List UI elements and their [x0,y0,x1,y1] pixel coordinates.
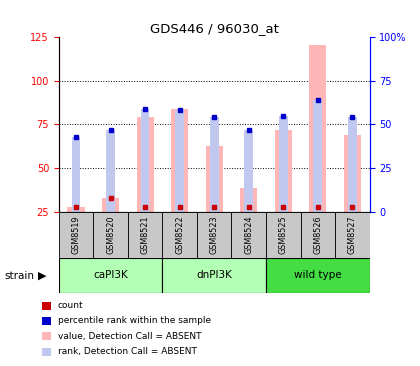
Text: GSM8520: GSM8520 [106,216,115,254]
FancyBboxPatch shape [197,212,231,258]
Bar [205,146,223,212]
Text: dnPI3K: dnPI3K [196,270,232,280]
Text: GSM8525: GSM8525 [279,216,288,254]
Bar [68,207,85,212]
Text: ▶: ▶ [38,270,46,281]
Bar [176,111,184,212]
Text: GSM8521: GSM8521 [141,216,150,254]
Text: value, Detection Call = ABSENT: value, Detection Call = ABSENT [58,332,201,341]
Bar [210,117,218,212]
Text: rank, Detection Call = ABSENT: rank, Detection Call = ABSENT [58,347,197,356]
Bar [102,198,119,212]
Bar [141,109,150,212]
Text: wild type: wild type [294,270,341,280]
Bar [244,130,253,212]
FancyBboxPatch shape [301,212,335,258]
Text: GSM8522: GSM8522 [175,216,184,254]
FancyBboxPatch shape [59,258,163,293]
FancyBboxPatch shape [128,212,163,258]
Text: GSM8523: GSM8523 [210,216,219,254]
Text: count: count [58,301,83,310]
FancyBboxPatch shape [231,212,266,258]
Bar [275,130,292,212]
Title: GDS446 / 96030_at: GDS446 / 96030_at [150,22,278,36]
Text: GSM8526: GSM8526 [313,216,322,254]
Bar [106,130,115,212]
Bar [344,135,361,212]
FancyBboxPatch shape [163,212,197,258]
FancyBboxPatch shape [163,258,266,293]
Text: GSM8519: GSM8519 [71,216,81,254]
Text: GSM8524: GSM8524 [244,216,253,254]
Text: strain: strain [4,270,34,281]
Text: caPI3K: caPI3K [93,270,128,280]
FancyBboxPatch shape [93,212,128,258]
FancyBboxPatch shape [266,258,370,293]
FancyBboxPatch shape [266,212,301,258]
Bar [136,117,154,212]
Bar [240,188,257,212]
FancyBboxPatch shape [59,212,93,258]
Bar [171,109,188,212]
Bar [309,45,326,212]
Text: percentile rank within the sample: percentile rank within the sample [58,317,211,325]
Bar [348,117,357,212]
Text: GSM8527: GSM8527 [348,216,357,254]
FancyBboxPatch shape [335,212,370,258]
Bar [72,137,80,212]
Bar [279,116,288,212]
Bar [313,100,322,212]
